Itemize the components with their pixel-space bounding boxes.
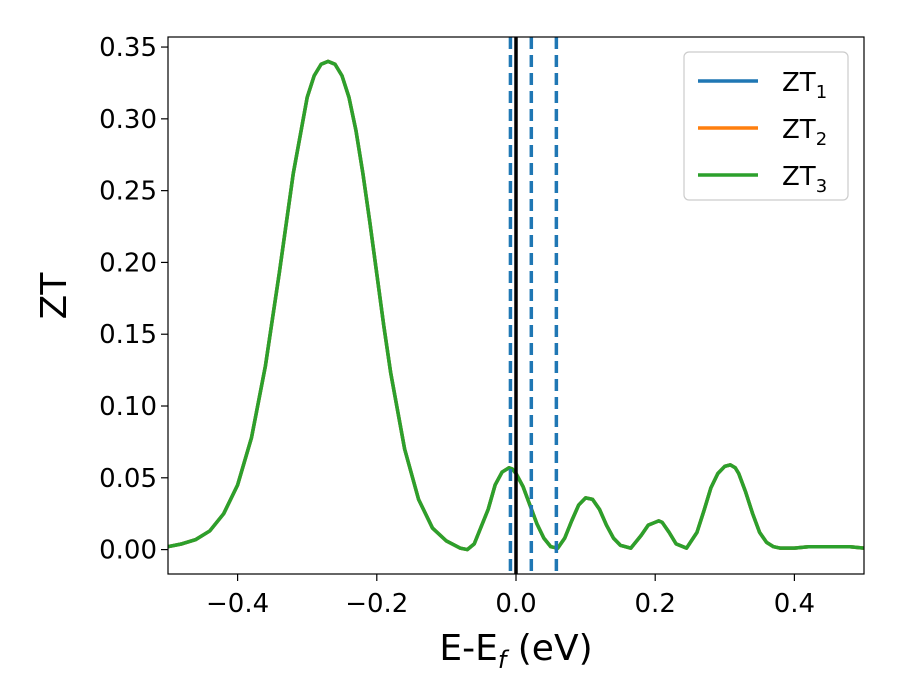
x-tick-label: 0.2 bbox=[635, 589, 676, 619]
y-tick-label: 0.25 bbox=[99, 177, 157, 207]
legend-label-zt3: ZT3 bbox=[782, 162, 827, 197]
y-tick-label: 0.30 bbox=[99, 105, 157, 135]
x-axis: −0.4 −0.2 0.0 0.2 0.4 bbox=[206, 574, 815, 619]
legend: ZT1 ZT2 ZT3 bbox=[683, 51, 849, 201]
y-axis: 0.00 0.05 0.10 0.15 0.20 0.25 0.30 0.35 bbox=[99, 33, 168, 566]
x-tick-label: 0.4 bbox=[774, 589, 815, 619]
y-tick-label: 0.10 bbox=[99, 392, 157, 422]
y-tick-label: 0.35 bbox=[99, 33, 157, 63]
x-tick-label: −0.4 bbox=[206, 589, 269, 619]
y-tick-label: 0.05 bbox=[99, 464, 157, 494]
legend-label-zt2: ZT2 bbox=[782, 115, 827, 150]
x-tick-label: 0.0 bbox=[495, 589, 536, 619]
y-tick-label: 0.15 bbox=[99, 320, 157, 350]
legend-label-zt1: ZT1 bbox=[782, 68, 827, 103]
series-line-zt3 bbox=[168, 59, 864, 552]
legend-box bbox=[683, 51, 849, 201]
x-tick-label: −0.2 bbox=[345, 589, 408, 619]
y-tick-label: 0.00 bbox=[99, 536, 157, 566]
x-axis-label: E-Ef (eV) bbox=[439, 628, 592, 674]
y-tick-label: 0.20 bbox=[99, 248, 157, 278]
y-axis-label: ZT bbox=[34, 272, 75, 320]
